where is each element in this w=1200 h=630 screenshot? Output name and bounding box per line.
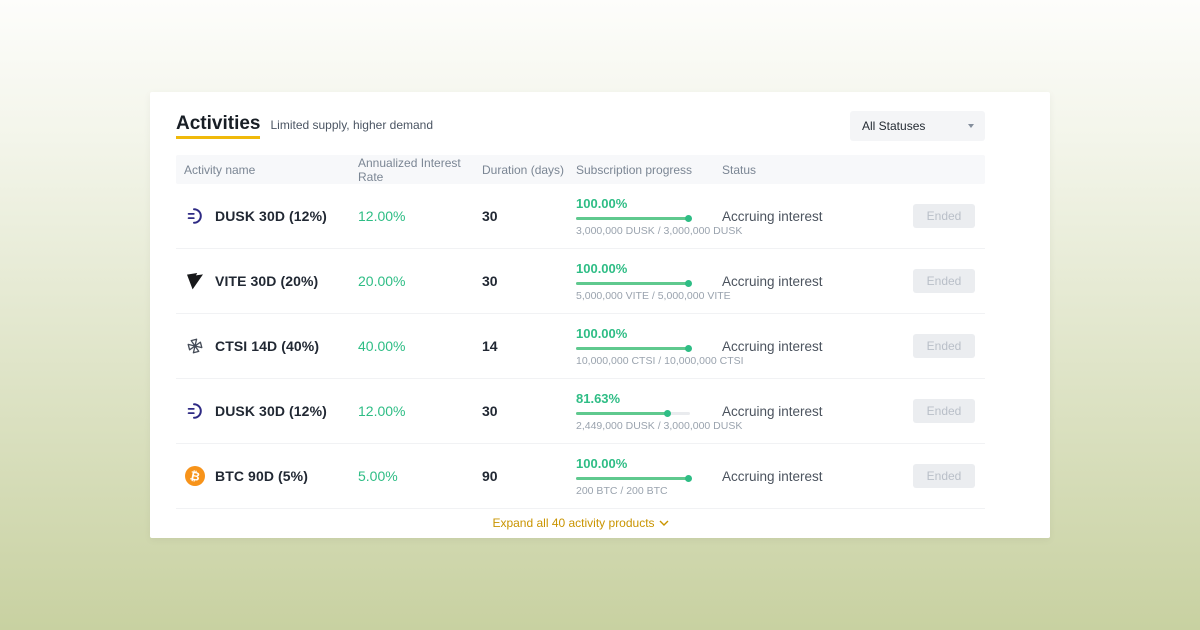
subscription-progress: 100.00% 3,000,000 DUSK / 3,000,000 DUSK — [576, 195, 743, 237]
status-text: Accruing interest — [722, 338, 823, 354]
status-text: Accruing interest — [722, 273, 823, 289]
activity-name-cell: DUSK 30D (12%) — [176, 206, 358, 226]
progress-amounts: 200 BTC / 200 BTC — [576, 484, 668, 497]
progress-bar-fill — [576, 214, 692, 222]
progress-bar-fill — [576, 474, 692, 482]
progress-amounts: 2,449,000 DUSK / 3,000,000 DUSK — [576, 419, 743, 432]
duration-days: 30 — [482, 273, 498, 289]
btc-coin-icon: ₿ — [185, 466, 205, 486]
progress-bar — [576, 214, 692, 222]
activity-name: DUSK 30D (12%) — [215, 403, 327, 419]
table-row: ₿ BTC 90D (5%) 5.00% 90 100.00% 200 BTC … — [176, 444, 985, 509]
progress-bar-fill — [576, 279, 692, 287]
activity-name: VITE 30D (20%) — [215, 273, 319, 289]
activity-name-cell: ₿ BTC 90D (5%) — [176, 466, 358, 486]
subscription-progress: 100.00% 10,000,000 CTSI / 10,000,000 CTS… — [576, 325, 744, 367]
annualized-interest-rate: 40.00% — [358, 338, 406, 354]
status-text: Accruing interest — [722, 403, 823, 419]
ended-button[interactable]: Ended — [913, 204, 975, 228]
progress-percent: 100.00% — [576, 455, 628, 471]
progress-bar — [576, 279, 692, 287]
column-header-annualized-interest-rate: Annualized Interest Rate — [358, 155, 461, 184]
progress-amounts: 10,000,000 CTSI / 10,000,000 CTSI — [576, 354, 744, 367]
progress-bar-fill — [576, 344, 692, 352]
progress-percent: 100.00% — [576, 260, 628, 276]
duration-days: 30 — [482, 208, 498, 224]
status-filter-value: All Statuses — [862, 119, 926, 133]
status-text: Accruing interest — [722, 468, 823, 484]
progress-percent: 100.00% — [576, 195, 628, 211]
table-row: CTSI 14D (40%) 40.00% 14 100.00% 10,000,… — [176, 314, 985, 379]
table-row: DUSK 30D (12%) 12.00% 30 81.63% 2,449,00… — [176, 379, 985, 444]
page-subtitle: Limited supply, higher demand — [270, 118, 434, 132]
subscription-progress: 100.00% 5,000,000 VITE / 5,000,000 VITE — [576, 260, 731, 302]
activity-name-cell: DUSK 30D (12%) — [176, 401, 358, 421]
progress-percent: 81.63% — [576, 390, 621, 406]
ctsi-coin-icon — [185, 336, 205, 356]
duration-days: 90 — [482, 468, 498, 484]
svg-text:₿: ₿ — [189, 468, 202, 484]
activity-name-cell: CTSI 14D (40%) — [176, 336, 358, 356]
column-header-subscription-progress: Subscription progress — [576, 162, 693, 177]
status-filter-dropdown[interactable]: All Statuses — [850, 111, 985, 141]
progress-amounts: 5,000,000 VITE / 5,000,000 VITE — [576, 289, 731, 302]
annualized-interest-rate: 12.00% — [358, 403, 406, 419]
expand-all-link[interactable]: Expand all 40 activity products — [492, 516, 669, 530]
progress-bar — [576, 409, 690, 417]
table-body: DUSK 30D (12%) 12.00% 30 100.00% 3,000,0… — [176, 184, 985, 509]
ended-button[interactable]: Ended — [913, 334, 975, 358]
dusk-coin-icon — [185, 401, 205, 421]
activity-name: CTSI 14D (40%) — [215, 338, 320, 354]
expand-all-label: Expand all 40 activity products — [492, 516, 655, 530]
duration-days: 30 — [482, 403, 498, 419]
progress-percent: 100.00% — [576, 325, 628, 341]
annualized-interest-rate: 5.00% — [358, 468, 398, 484]
activity-name: BTC 90D (5%) — [215, 468, 308, 484]
column-header-status: Status — [722, 162, 757, 177]
duration-days: 14 — [482, 338, 498, 354]
table-header: Activity name Annualized Interest Rate D… — [176, 155, 985, 184]
activities-card: Activities Limited supply, higher demand… — [150, 92, 1050, 538]
ended-button[interactable]: Ended — [913, 464, 975, 488]
annualized-interest-rate: 20.00% — [358, 273, 406, 289]
column-header-duration-days: Duration (days) — [482, 162, 565, 177]
chevron-down-icon — [968, 124, 974, 128]
progress-bar — [576, 474, 692, 482]
progress-amounts: 3,000,000 DUSK / 3,000,000 DUSK — [576, 224, 743, 237]
activity-name-cell: VITE 30D (20%) — [176, 271, 358, 291]
subscription-progress: 81.63% 2,449,000 DUSK / 3,000,000 DUSK — [576, 390, 743, 432]
progress-bar-fill — [576, 409, 672, 417]
dusk-coin-icon — [185, 206, 205, 226]
vite-coin-icon — [185, 271, 205, 291]
page-title: Activities — [176, 113, 261, 139]
ended-button[interactable]: Ended — [913, 269, 975, 293]
progress-bar — [576, 344, 692, 352]
ended-button[interactable]: Ended — [913, 399, 975, 423]
annualized-interest-rate: 12.00% — [358, 208, 406, 224]
expand-chevron-down-icon — [659, 520, 669, 526]
activity-name: DUSK 30D (12%) — [215, 208, 327, 224]
subscription-progress: 100.00% 200 BTC / 200 BTC — [576, 456, 722, 497]
table-row: DUSK 30D (12%) 12.00% 30 100.00% 3,000,0… — [176, 184, 985, 249]
column-header-activity-name: Activity name — [184, 162, 256, 177]
status-text: Accruing interest — [722, 208, 823, 224]
table-row: VITE 30D (20%) 20.00% 30 100.00% 5,000,0… — [176, 249, 985, 314]
